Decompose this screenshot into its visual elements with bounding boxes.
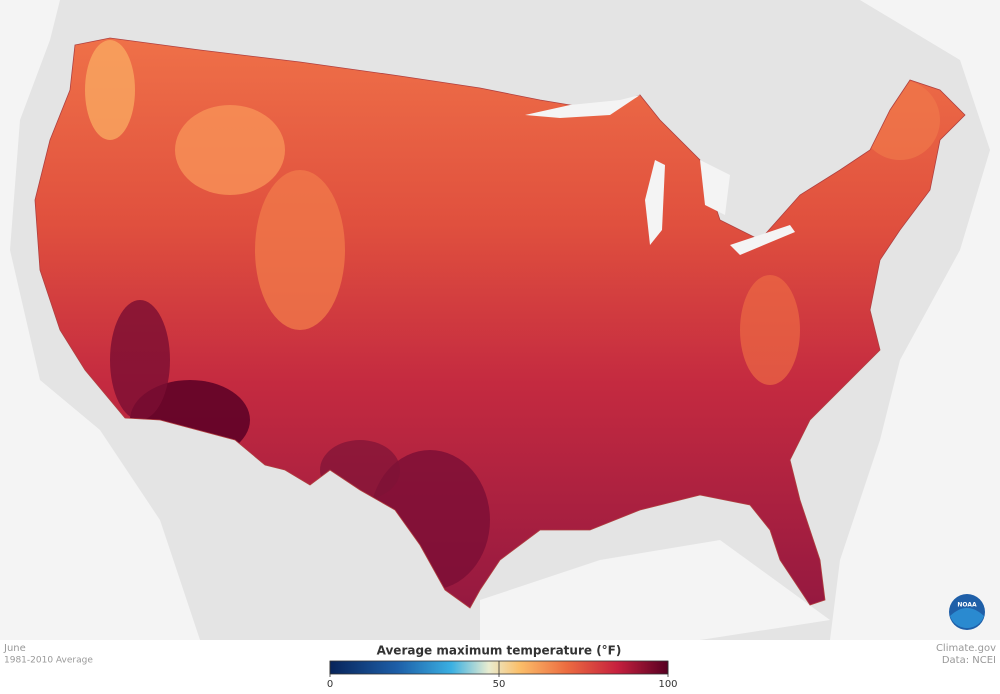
lake-michigan (645, 160, 665, 245)
colorbar-tick-label: 50 (493, 679, 506, 690)
period: 1981-2010 Average (4, 656, 93, 666)
ocean (0, 0, 200, 640)
data-credit: Data: NCEI (942, 655, 996, 666)
appalachia (740, 275, 800, 385)
legend-title: Average maximum temperature (°F) (377, 644, 622, 658)
ocean (830, 0, 1000, 640)
mountain-region (255, 170, 345, 330)
mountain-region (175, 105, 285, 195)
lake-huron (700, 160, 730, 215)
lake-erie (730, 225, 795, 255)
colorbar-ticks: 0 50 100 (327, 661, 678, 690)
logo-text: NOAA (957, 602, 977, 609)
colorbar-tick-label: 0 (327, 679, 333, 690)
noaa-logo: NOAA (949, 594, 985, 630)
lake-superior (525, 95, 640, 118)
mountain-region (85, 40, 135, 140)
gulf (480, 540, 830, 640)
month: June (3, 643, 26, 654)
source: Climate.gov (936, 643, 996, 654)
desert-region (110, 300, 170, 420)
colorbar-tick-label: 100 (658, 679, 677, 690)
logo-wave (950, 608, 984, 629)
